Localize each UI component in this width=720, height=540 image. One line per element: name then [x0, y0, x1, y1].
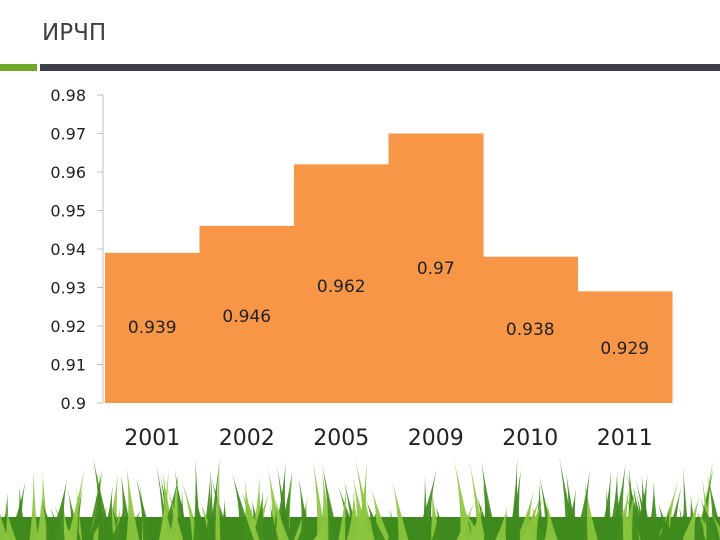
data-label: 0.97 [417, 259, 455, 279]
bar-chart: 0.9 0.91 0.92 0.93 0.94 0.95 0.96 0.97 0.98 2001… [50, 86, 673, 451]
y-tick-label: 0.95 [50, 202, 86, 221]
y-tick-label: 0.98 [50, 86, 86, 105]
title-accent-bar [0, 64, 37, 71]
bar-2011 [577, 291, 673, 403]
y-tick-label: 0.91 [50, 356, 86, 375]
slide-title: ИРЧП [42, 20, 107, 46]
x-tick-label: 2009 [408, 426, 464, 451]
data-label: 0.962 [317, 277, 366, 297]
bars [105, 133, 673, 403]
grass-decoration [0, 457, 720, 540]
title-divider [40, 64, 720, 71]
bar-2005 [294, 164, 389, 403]
y-tick-label: 0.92 [50, 317, 86, 336]
y-tick-label: 0.94 [50, 240, 86, 259]
x-tick-label: 2011 [597, 426, 653, 451]
bar-2002 [199, 225, 295, 403]
y-tick-label: 0.93 [50, 279, 86, 298]
bar-2010 [483, 256, 578, 403]
bar-2001 [105, 252, 200, 403]
x-axis: 2001 2002 2005 2009 2010 2011 [124, 426, 653, 451]
data-label: 0.946 [222, 307, 271, 327]
x-tick-label: 2001 [124, 426, 180, 451]
data-label: 0.938 [506, 320, 555, 340]
x-tick-label: 2002 [219, 426, 275, 451]
y-tick-label: 0.97 [50, 125, 86, 144]
x-tick-label: 2005 [313, 426, 369, 451]
y-tick-label: 0.9 [61, 394, 86, 413]
y-tick-label: 0.96 [50, 163, 86, 182]
data-label: 0.929 [600, 339, 649, 359]
bar-2009 [388, 133, 484, 403]
y-axis: 0.9 0.91 0.92 0.93 0.94 0.95 0.96 0.97 0.98 [50, 86, 104, 413]
data-labels: 0.939 0.946 0.962 0.97 0.938 0.929 [128, 259, 649, 359]
data-label: 0.939 [128, 318, 177, 338]
x-tick-label: 2010 [502, 426, 558, 451]
